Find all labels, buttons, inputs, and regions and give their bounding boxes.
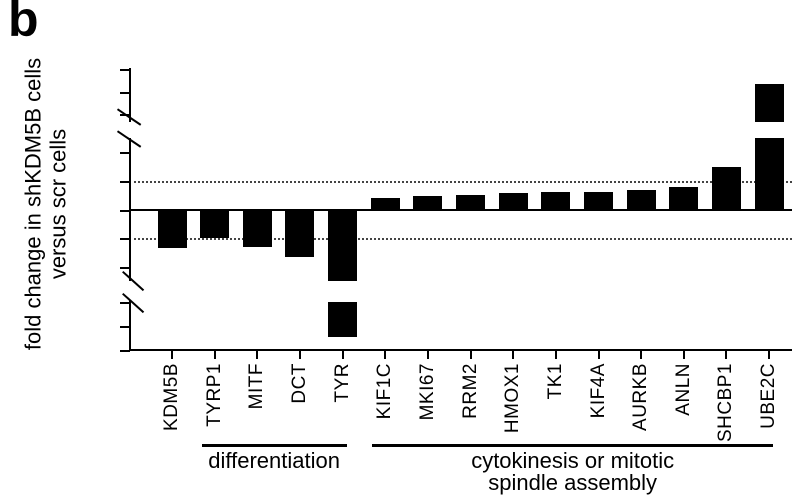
x-tick-TYR [341, 351, 344, 359]
bar-ANLN [669, 187, 699, 210]
x-axis-label-TYR: TYR [332, 363, 354, 403]
x-axis-label-text: TYRP1 [203, 363, 225, 427]
x-axis-label-text: TK1 [544, 363, 566, 400]
bar-TK1 [541, 191, 571, 210]
bar-KDM5B [157, 210, 187, 248]
group-label-line: cytokinesis or mitotic [471, 448, 675, 473]
x-tick-TK1 [554, 351, 557, 359]
y-tick--150 [120, 326, 130, 328]
bar-SHCBP1 [711, 167, 741, 210]
bar-UBE2C-overflow [754, 83, 784, 122]
x-axis-label-TK1: TK1 [545, 363, 567, 399]
bar-TYR-overflow [328, 302, 358, 337]
y-axis-title: fold change in shKDM5B cells versus scr … [20, 57, 70, 351]
y-tick--140 [120, 302, 130, 304]
y-tick-100 [120, 114, 130, 116]
x-axis-label-DCT: DCT [289, 363, 311, 404]
group-underline-0 [201, 444, 347, 447]
group-label-0: differentiation [208, 450, 340, 472]
group-label-line: differentiation [208, 448, 340, 473]
x-tick-UBE2C [768, 351, 771, 359]
y-axis-segment-2 [129, 300, 131, 351]
y-tick-120 [120, 69, 130, 71]
group-label-1: cytokinesis or mitotic spindle assembly [471, 450, 674, 494]
group-label-line: spindle assembly [488, 470, 658, 495]
bar-HMOX1 [498, 193, 528, 210]
x-tick-HMOX1 [512, 351, 515, 359]
x-axis-label-text: MITF [246, 363, 268, 410]
x-axis-line [129, 349, 792, 351]
y-axis-title-line2: versus scr cells [45, 128, 70, 280]
y-tick-0 [120, 209, 130, 212]
bar-RRM2 [456, 194, 486, 210]
bar-MITF [242, 210, 272, 247]
y-axis-segment-0 [129, 68, 131, 122]
zero-baseline [129, 209, 792, 211]
x-axis-label-KIF4A: KIF4A [588, 363, 610, 418]
bar-TYRP1 [200, 210, 230, 238]
bar-KIF1C [370, 197, 400, 210]
x-axis-label-UBE2C: UBE2C [758, 363, 780, 429]
y-tick--2 [120, 238, 130, 241]
bar-UBE2C [754, 138, 784, 210]
guide-line-minus2 [129, 238, 792, 241]
x-axis-label-ANLN: ANLN [673, 363, 695, 416]
x-tick-MITF [256, 351, 259, 359]
y-tick-110 [120, 91, 130, 94]
x-axis-label-text: MKI67 [416, 363, 438, 421]
bar-MKI67 [413, 196, 443, 210]
bar-KIF4A [584, 191, 613, 210]
bar-TYR [328, 210, 358, 281]
x-axis-label-text: UBE2C [758, 363, 780, 429]
y-tick--160 [120, 350, 130, 352]
y-tick-2 [120, 180, 130, 183]
guide-line-plus2 [129, 180, 792, 183]
bar-DCT [285, 210, 315, 257]
x-axis-label-text: RRM2 [459, 363, 481, 419]
x-axis-label-text: ANLN [672, 363, 694, 416]
x-tick-DCT [298, 351, 301, 359]
x-axis-label-RRM2: RRM2 [460, 363, 482, 419]
y-tick--4 [120, 267, 130, 270]
group-underline-1 [372, 444, 774, 447]
x-tick-ANLN [682, 351, 685, 359]
x-axis-label-KDM5B: KDM5B [161, 363, 183, 431]
x-tick-RRM2 [469, 351, 472, 359]
y-tick-4 [120, 151, 130, 154]
x-axis-label-text: DCT [288, 363, 310, 404]
x-axis-label-text: KIF4A [587, 363, 609, 419]
x-axis-label-MKI67: MKI67 [417, 363, 439, 420]
x-axis-label-SHCBP1: SHCBP1 [715, 363, 737, 442]
x-tick-KIF1C [384, 351, 387, 359]
x-axis-label-text: KIF1C [374, 363, 396, 420]
x-tick-AURKB [640, 351, 643, 359]
axis-break-slash-2 [121, 270, 145, 292]
x-tick-MKI67 [426, 351, 429, 359]
x-axis-label-text: KDM5B [161, 363, 182, 431]
x-tick-KDM5B [171, 351, 173, 359]
x-axis-label-HMOX1: HMOX1 [502, 363, 524, 433]
x-axis-label-text: AURKB [630, 363, 652, 431]
x-axis-label-text: SHCBP1 [715, 363, 737, 443]
x-axis-label-MITF: MITF [246, 363, 268, 409]
bar-AURKB [626, 190, 656, 210]
x-tick-KIF4A [597, 351, 600, 359]
panel-label: b [8, 0, 39, 47]
x-tick-TYRP1 [213, 351, 216, 359]
x-axis-label-KIF1C: KIF1C [374, 363, 396, 419]
x-axis-label-TYRP1: TYRP1 [204, 363, 226, 427]
x-axis-label-text: TYR [331, 363, 353, 403]
x-axis-label-AURKB: AURKB [630, 363, 652, 431]
x-tick-SHCBP1 [725, 351, 728, 359]
x-axis-label-text: HMOX1 [502, 363, 524, 434]
y-axis-title-line1: fold change in shKDM5B cells [20, 57, 46, 351]
